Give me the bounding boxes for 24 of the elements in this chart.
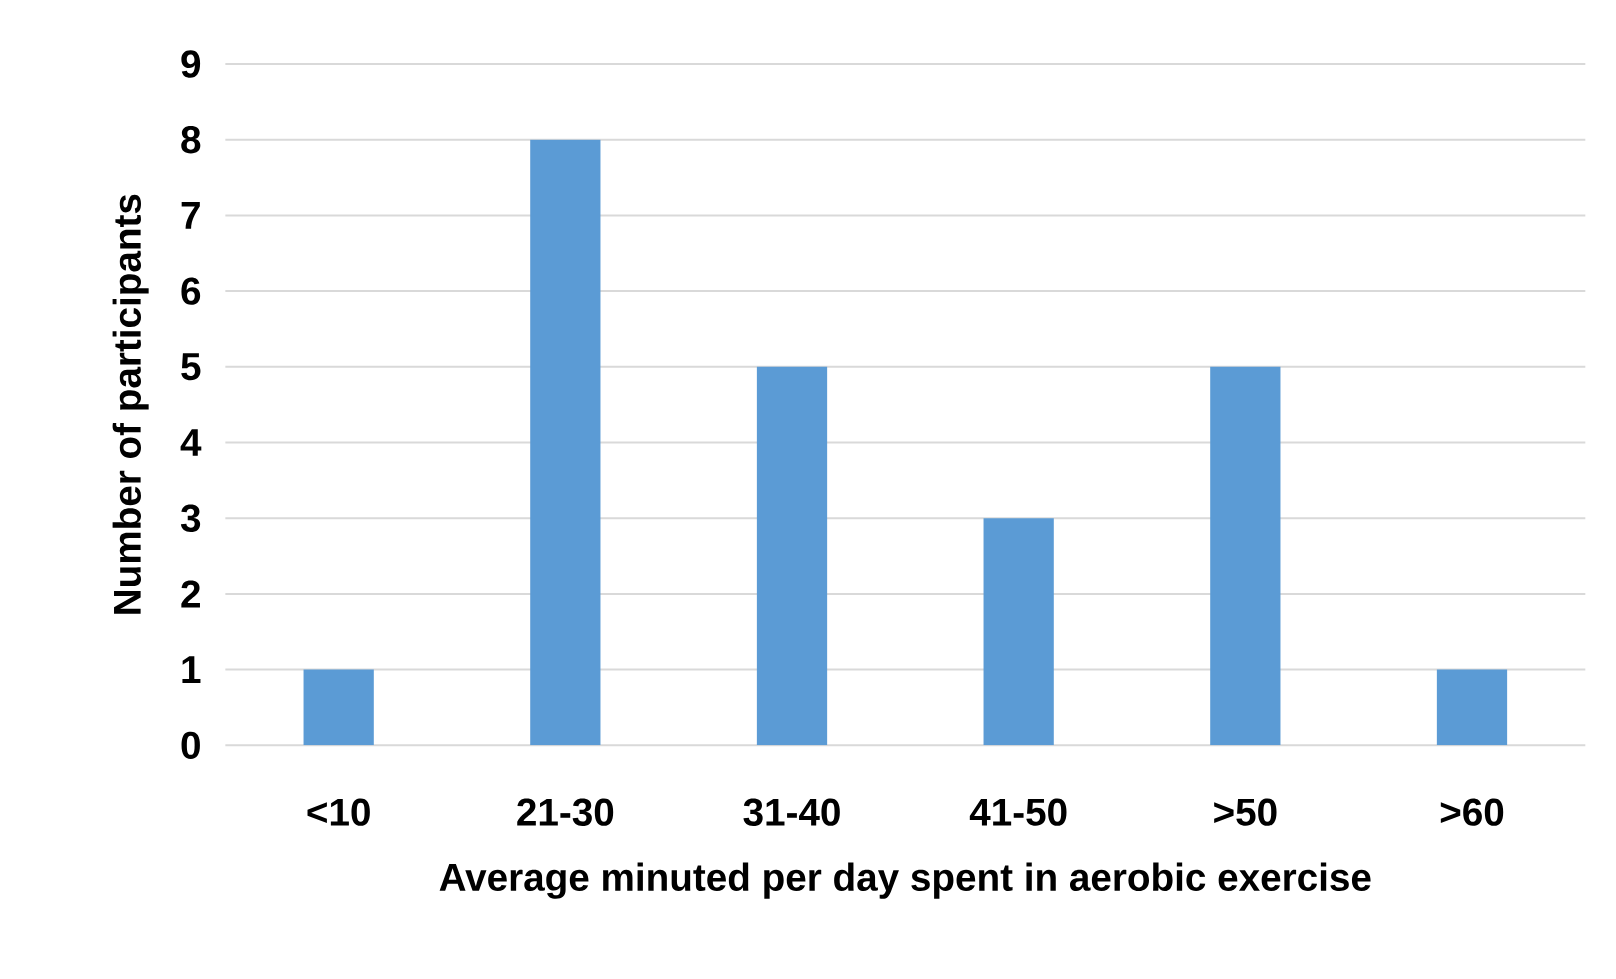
y-tick-label: 9 bbox=[181, 50, 201, 78]
bar bbox=[1210, 366, 1281, 746]
bar bbox=[756, 366, 828, 746]
y-tick-label: 6 bbox=[181, 277, 201, 305]
bar bbox=[303, 669, 374, 746]
x-tick-label: >60 bbox=[1440, 798, 1504, 827]
y-tick-label: 3 bbox=[180, 504, 201, 533]
x-axis-title: Average minuted per day spent in aerobic exercise bbox=[439, 862, 1371, 900]
y-tick-label: 0 bbox=[181, 731, 200, 760]
x-tick-label: <10 bbox=[307, 798, 370, 827]
y-tick-label: 2 bbox=[181, 580, 200, 608]
x-tick-label: >50 bbox=[1214, 798, 1277, 827]
x-tick-label: 21-30 bbox=[517, 798, 614, 827]
x-tick-label: 31-40 bbox=[743, 798, 840, 827]
x-tick-label: 41-50 bbox=[969, 798, 1067, 827]
y-tick-label: 7 bbox=[181, 202, 200, 229]
y-tick-label: 4 bbox=[180, 429, 202, 456]
bar bbox=[983, 518, 1054, 746]
y-axis-title: Number of participants bbox=[112, 194, 149, 614]
y-tick-label: 8 bbox=[181, 126, 201, 154]
bar bbox=[530, 139, 601, 746]
bar bbox=[1436, 669, 1508, 746]
y-tick-label: 5 bbox=[181, 353, 201, 381]
y-tick-label: 1 bbox=[182, 656, 201, 684]
